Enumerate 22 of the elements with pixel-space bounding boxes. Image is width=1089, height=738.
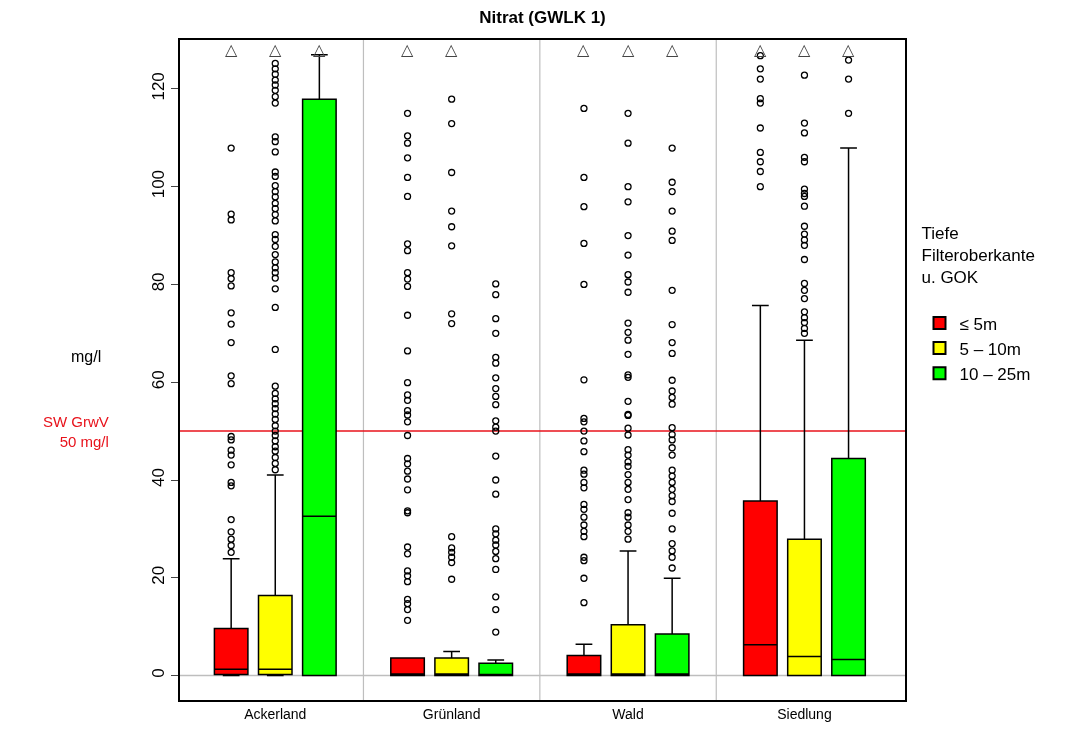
legend-label: 10 – 25m — [959, 364, 1031, 384]
legend-label: ≤ 5m — [959, 314, 998, 334]
legend-title: Tiefe Filteroberkante u. GOK — [921, 224, 1035, 288]
x-tick-label: Grünland — [422, 705, 481, 722]
y-tick-label: 120 — [149, 72, 169, 101]
text: △ △ △ — [754, 40, 855, 59]
y-tick-label: 100 — [149, 169, 169, 199]
x-tick-label: Ackerland — [244, 705, 307, 722]
y-axis-title: mg/l — [71, 348, 102, 365]
text: △ △ △ — [225, 40, 326, 59]
y-tick-label: 60 — [149, 370, 169, 390]
y-tick-label: 0 — [149, 668, 169, 678]
x-tick-label: Siedlung — [777, 705, 832, 722]
legend-label: 5 – 10m — [959, 339, 1021, 359]
y-tick-label: 40 — [149, 467, 169, 487]
y-tick-label: 80 — [149, 272, 169, 292]
y-tick-label: 20 — [149, 565, 169, 585]
x-tick-label: Wald — [612, 705, 644, 722]
text: △ △ △ — [577, 40, 679, 59]
text: △ △ — [401, 40, 458, 59]
chart-title: Nitrat (GWLK 1) — [479, 7, 606, 27]
ref-line-label: SW GrwV 50 mg/l — [43, 413, 109, 450]
